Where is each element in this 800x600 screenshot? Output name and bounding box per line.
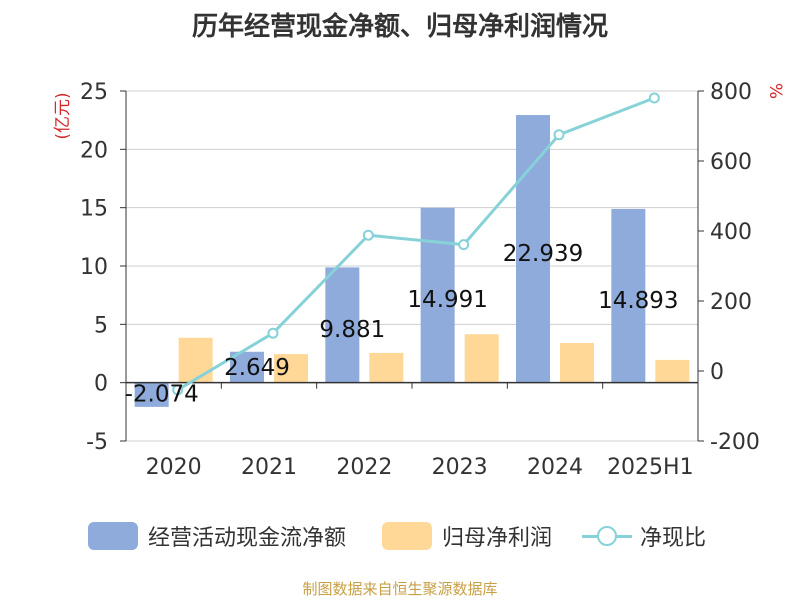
bar-profit: [178, 337, 213, 383]
x-tick-label: 2022: [336, 455, 392, 480]
bar-profit: [464, 334, 499, 383]
ratio-point: [648, 92, 660, 104]
y-left-tick-label: -5: [86, 430, 108, 455]
ratio-series-line: [176, 96, 655, 392]
bar-profit: [274, 354, 308, 383]
bar-cash-data-label: 22.939: [503, 241, 583, 267]
y-right-tick-label: 200: [710, 290, 752, 315]
ratio-point: [458, 239, 470, 251]
axes: -5 0 5 10 15 20 25 -200 0 200 400 600 800 (亿元)% 2020 20…: [53, 80, 785, 480]
legend: 经营活动现金流净额 归母净利润 净现比: [0, 518, 800, 554]
y-right-tick-label: 800: [710, 80, 752, 105]
x-tick-label: 2023: [432, 455, 488, 480]
ratio-line: [172, 92, 660, 396]
legend-swatch-cash: [88, 522, 138, 550]
x-tick-label: 2020: [146, 455, 202, 480]
legend-item-ratio[interactable]: 净现比: [582, 518, 706, 554]
legend-item-profit[interactable]: 归母净利润: [382, 518, 552, 554]
y-right-tick-label: 600: [710, 150, 752, 175]
bar-cash: [420, 207, 455, 383]
bar-cash-data-label: 2.649: [224, 355, 290, 381]
y-right-tick-label: 400: [710, 220, 752, 245]
x-tick-label: 2025H1: [607, 455, 694, 480]
bar-cash-data-label: 14.893: [598, 288, 678, 314]
y-left-tick-label: 20: [80, 138, 108, 163]
data-labels: -2.074 2.649 9.881 14.991 22.939 14.893: [125, 241, 679, 408]
x-tick-label: 2021: [241, 455, 297, 480]
bars: [134, 115, 690, 407]
bar-cash-data-label: 14.991: [407, 287, 487, 313]
bar-cash-data-label: 9.881: [319, 317, 385, 343]
y-left-tick-label: 15: [80, 197, 108, 222]
x-tick-label: 2024: [527, 455, 583, 480]
y-left-tick-label: 10: [80, 255, 108, 280]
bar-cash: [611, 208, 646, 383]
chart-title: 历年经营现金净额、归母净利润情况: [191, 12, 608, 42]
ratio-point: [267, 327, 279, 339]
ratio-point: [362, 229, 374, 241]
ratio-point: [553, 129, 565, 141]
bar-cash: [325, 267, 360, 383]
bar-cash: [134, 382, 169, 407]
bar-profit: [655, 359, 690, 383]
bar-profit: [560, 343, 594, 383]
bar-cash: [516, 115, 550, 383]
gridlines: [126, 90, 698, 442]
y-left-tick-label: 25: [80, 80, 108, 105]
y-left-tick-label: 0: [94, 372, 108, 397]
legend-label-ratio: 净现比: [640, 526, 707, 551]
bar-cash-data-label: -2.074: [125, 382, 199, 408]
legend-label-cash: 经营活动现金流净额: [148, 526, 347, 551]
legend-label-profit: 归母净利润: [442, 526, 553, 551]
y-right-tick-label: -200: [710, 430, 760, 455]
y-right-unit: %: [765, 83, 785, 99]
y-left-unit: (亿元): [53, 92, 73, 139]
y-right-tick-label: 0: [710, 360, 724, 385]
bar-profit: [369, 352, 404, 383]
legend-swatch-profit: [382, 522, 432, 550]
legend-swatch-ratio: [582, 522, 632, 550]
source-note: 制图数据来自恒生聚源数据库: [302, 580, 498, 598]
legend-item-cash[interactable]: 经营活动现金流净额: [88, 518, 346, 554]
y-left-tick-label: 5: [94, 313, 108, 338]
ratio-point: [172, 384, 184, 396]
